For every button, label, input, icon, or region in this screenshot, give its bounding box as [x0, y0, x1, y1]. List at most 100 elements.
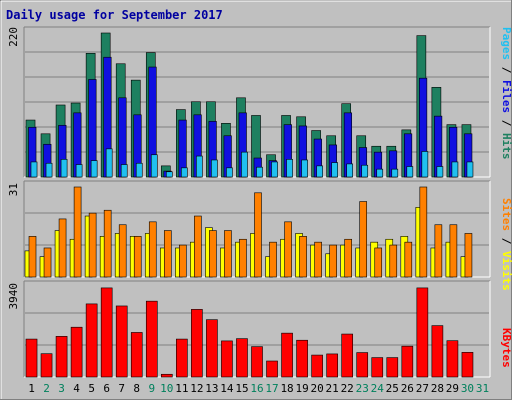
sites-bar — [224, 230, 232, 278]
sites-bar — [133, 236, 142, 278]
kbytes-ymax-label: 3940 — [7, 283, 20, 310]
sites-bar — [58, 218, 67, 278]
sites-bar — [148, 221, 157, 278]
day-label: 29 — [446, 382, 459, 395]
pages-bar — [421, 151, 429, 178]
pages-bar — [60, 159, 68, 178]
legend-part: Sites — [500, 198, 512, 231]
sites-bar — [284, 221, 292, 278]
sites-bar — [329, 244, 337, 278]
x-axis-day-labels: 1 2 3 4 5 6 7 8 9 10 11 12 13 14 15 16 17 18 19 20 21 22 23 24 2… — [28, 382, 489, 395]
day-label: 19 — [295, 382, 308, 395]
day-label: 9 — [148, 382, 155, 395]
day-label: 3 — [58, 382, 65, 395]
day-label: 15 — [235, 382, 248, 395]
kbytes-bar — [371, 357, 384, 378]
day-label: 27 — [416, 382, 429, 395]
pages-bar — [376, 168, 384, 178]
kbytes-bar — [326, 353, 338, 378]
sites-bar — [464, 233, 473, 278]
pages-bar — [90, 160, 98, 178]
sites-bar — [419, 186, 428, 278]
visits-sites-legend: Sites / Visits — [500, 198, 512, 291]
sites-bar — [28, 236, 37, 278]
day-label: 24 — [371, 382, 385, 395]
pages-bar — [331, 162, 338, 178]
day-label: 31 — [476, 382, 489, 395]
kbytes-bar — [236, 338, 248, 378]
kbytes-bar — [446, 340, 459, 378]
pages-bar — [120, 164, 128, 178]
sites-bar — [374, 247, 383, 278]
sites-bar — [254, 192, 262, 278]
kbytes-bar — [130, 332, 143, 378]
pages-bar — [165, 171, 173, 178]
day-label: 17 — [265, 382, 278, 395]
day-label: 2 — [43, 382, 50, 395]
pages-bar — [226, 167, 233, 178]
legend-part: / — [500, 113, 512, 133]
day-label: 30 — [461, 382, 474, 395]
day-label: 14 — [220, 382, 234, 395]
legend-part: Hits — [500, 133, 512, 160]
day-label: 4 — [73, 382, 80, 395]
pages-bar — [196, 155, 203, 178]
sites-bar — [314, 241, 322, 278]
kbytes-bar — [401, 345, 414, 378]
pages-bar — [211, 159, 218, 178]
sites-bar — [194, 215, 202, 278]
sites-bar — [73, 186, 82, 278]
day-label: 5 — [88, 382, 95, 395]
pages-bar — [30, 161, 38, 178]
sites-bar — [404, 241, 413, 278]
kbytes-bar — [296, 339, 308, 378]
pages-bar — [181, 167, 188, 178]
kbytes-bar — [145, 300, 158, 378]
kbytes-bar — [55, 336, 68, 378]
legend-part: Files — [500, 80, 512, 113]
day-label: 21 — [326, 382, 339, 395]
pages-bar — [466, 161, 474, 178]
day-label: 25 — [386, 382, 399, 395]
day-label: 7 — [118, 382, 125, 395]
day-label: 16 — [250, 382, 263, 395]
day-label: 1 — [28, 382, 35, 395]
day-label: 12 — [190, 382, 203, 395]
kbytes-bar — [191, 309, 203, 378]
visits-sites-panel — [23, 180, 491, 278]
kbytes-bar — [311, 354, 323, 378]
kbytes-bar — [341, 333, 354, 378]
pages-bar — [346, 163, 354, 178]
sites-bar — [389, 244, 398, 278]
pages-bar — [301, 159, 308, 178]
sites-bar — [269, 241, 277, 278]
kbytes-bar — [25, 338, 38, 378]
kbytes-bar — [461, 352, 474, 378]
pages-bar — [150, 154, 158, 178]
pages-bar — [436, 166, 444, 178]
kbytes-bar — [281, 332, 293, 378]
pages-bar — [75, 164, 83, 178]
hits-ymax-label: 220 — [7, 27, 20, 47]
sites-bar — [163, 230, 172, 278]
sites-bar — [359, 201, 368, 278]
kbytes-bar — [221, 340, 233, 378]
kbytes-bar — [266, 360, 278, 378]
sites-bar — [118, 224, 127, 278]
legend-part: KBytes — [500, 328, 512, 368]
pages-bar — [241, 151, 248, 178]
pages-bar — [391, 168, 399, 178]
day-label: 10 — [160, 382, 173, 395]
day-label: 28 — [431, 382, 444, 395]
pages-bar — [271, 161, 278, 178]
day-label: 13 — [205, 382, 218, 395]
hits-files-pages-legend: Pages / Files / Hits — [500, 27, 512, 160]
hits-files-pages-panel — [23, 26, 491, 178]
sites-bar — [449, 224, 458, 278]
pages-bar — [135, 162, 143, 178]
pages-bar — [45, 162, 53, 178]
sites-bar — [434, 224, 443, 278]
day-label: 20 — [311, 382, 324, 395]
kbytes-bar — [40, 353, 53, 378]
